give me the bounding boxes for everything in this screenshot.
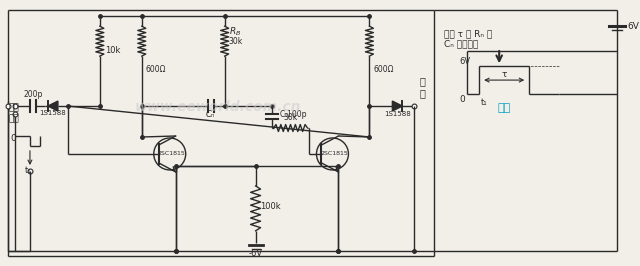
Text: t₁: t₁	[481, 98, 488, 107]
Text: 2SC1815: 2SC1815	[158, 151, 186, 156]
Polygon shape	[392, 101, 403, 111]
Text: 30k: 30k	[228, 37, 243, 46]
Text: 输
出: 输 出	[419, 76, 425, 98]
Text: 6V: 6V	[460, 57, 470, 66]
Text: τ: τ	[502, 70, 507, 79]
Text: Cₛ100p: Cₛ100p	[280, 110, 307, 119]
Text: 2SC1815: 2SC1815	[321, 151, 348, 156]
Text: 脉宽 τ 由 Rₙ 和: 脉宽 τ 由 Rₙ 和	[444, 29, 493, 38]
Text: 200p: 200p	[23, 90, 43, 99]
Polygon shape	[48, 101, 58, 111]
Text: 0: 0	[460, 95, 465, 104]
Text: 600Ω: 600Ω	[146, 65, 166, 74]
Text: 触发
脉冲: 触发 脉冲	[9, 104, 20, 123]
Text: Cₙ 的値决定: Cₙ 的値决定	[444, 39, 479, 48]
Text: 10k: 10k	[105, 46, 120, 55]
Text: t₁: t₁	[25, 166, 31, 175]
Text: -6V: -6V	[248, 249, 262, 258]
Text: 30k: 30k	[284, 113, 298, 122]
Text: 600Ω: 600Ω	[373, 65, 394, 74]
Text: Cₙ: Cₙ	[206, 110, 215, 119]
Text: www.eeworld.com.cn: www.eeworld.com.cn	[134, 100, 301, 114]
Text: 0: 0	[10, 134, 16, 143]
Text: 100k: 100k	[260, 202, 281, 211]
Text: 1S1588: 1S1588	[384, 111, 411, 117]
Text: 脉宽: 脉宽	[497, 103, 511, 113]
Text: 1S1588: 1S1588	[40, 110, 67, 116]
Text: 6V: 6V	[627, 22, 639, 31]
Text: $R_B$: $R_B$	[228, 25, 241, 38]
